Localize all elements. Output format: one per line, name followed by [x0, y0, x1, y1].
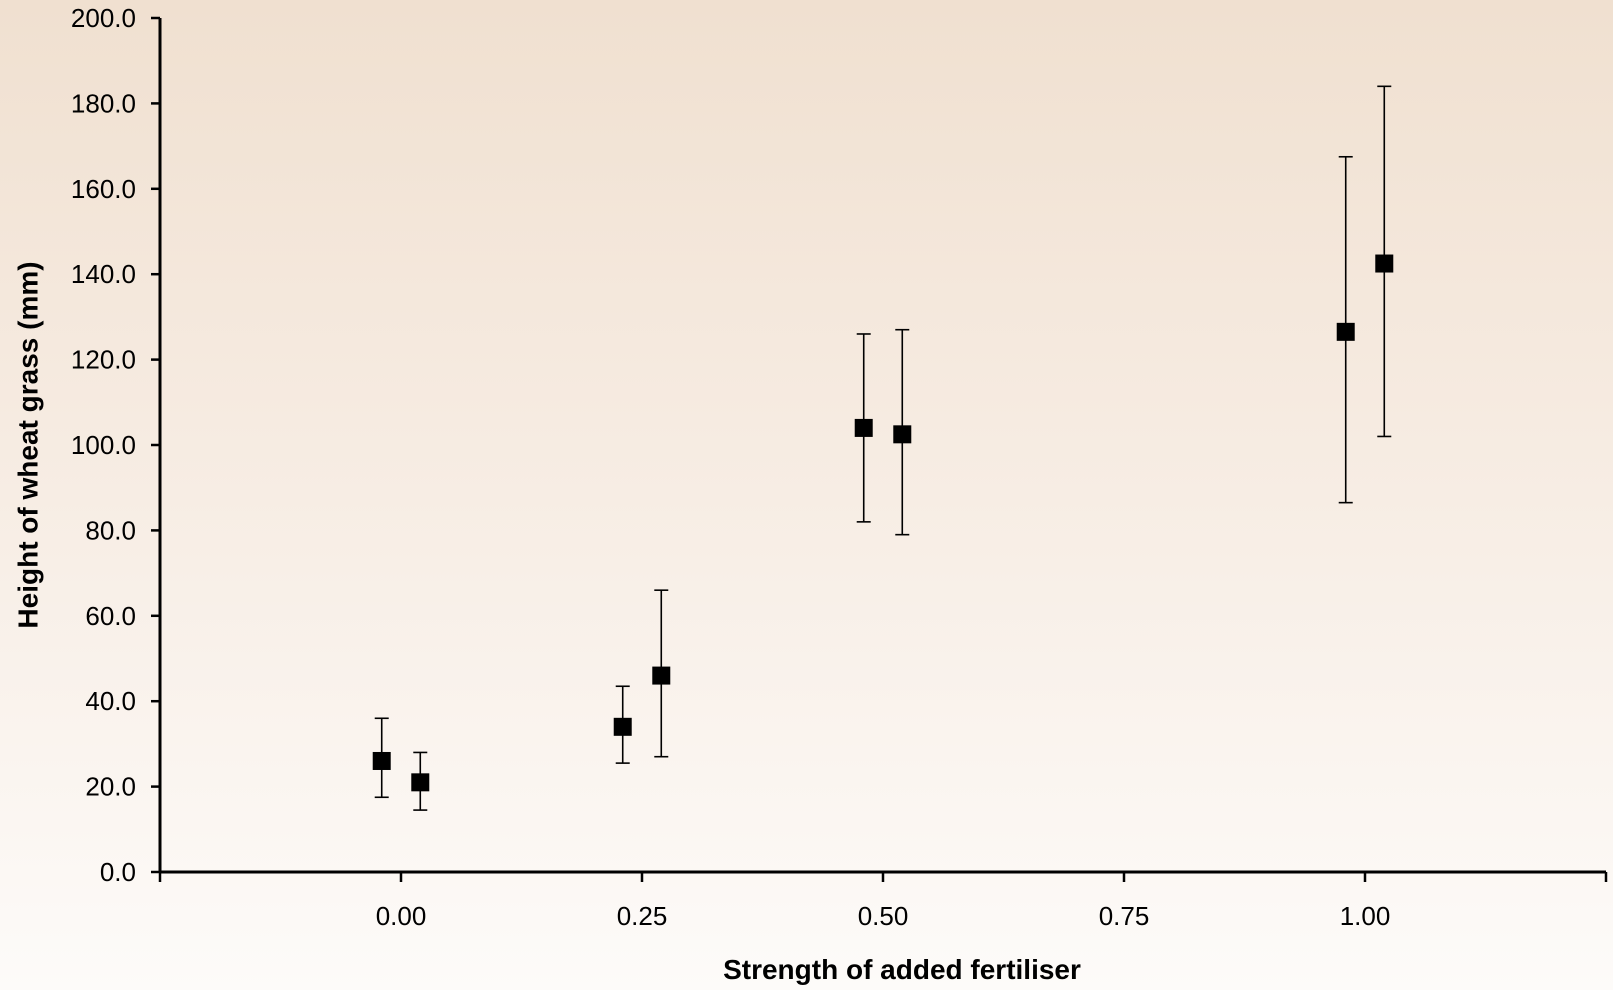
y-tick-label: 160.0	[71, 174, 136, 204]
data-point-marker	[854, 418, 873, 437]
y-tick-label: 180.0	[71, 88, 136, 118]
data-point-marker	[613, 717, 632, 736]
y-tick-label: 80.0	[85, 515, 136, 545]
y-axis-ticks: 0.0 20.0 40.0 60.0 80.0 100.0 120.0 140.0 160.0 1…	[71, 3, 160, 887]
y-tick-label: 20.0	[85, 772, 136, 802]
x-axis-title: Strength of added fertiliser	[723, 954, 1081, 985]
data-point-marker	[1375, 254, 1394, 273]
x-tick-label: 1.00	[1340, 901, 1391, 931]
x-axis-ticks: 0.00 0.25 0.50 0.75 1.00	[158, 872, 1608, 931]
data-points	[372, 254, 1394, 792]
error-bars	[374, 85, 1392, 811]
y-tick-label: 0.0	[100, 857, 136, 887]
y-tick-label: 120.0	[71, 345, 136, 375]
data-point-marker	[652, 666, 671, 685]
y-axis-title: Height of wheat grass (mm)	[12, 261, 43, 628]
x-tick-label: 0.75	[1099, 901, 1150, 931]
y-tick-label: 100.0	[71, 430, 136, 460]
y-tick-label: 140.0	[71, 259, 136, 289]
data-point-marker	[893, 425, 912, 444]
y-tick-label: 200.0	[71, 3, 136, 33]
x-tick-label: 0.25	[617, 901, 668, 931]
data-point-marker	[1336, 322, 1355, 341]
x-tick-label: 0.00	[376, 901, 427, 931]
y-tick-label: 40.0	[85, 686, 136, 716]
data-point-marker	[372, 751, 391, 770]
y-tick-label: 60.0	[85, 601, 136, 631]
x-tick-label: 0.50	[858, 901, 909, 931]
data-point-marker	[411, 773, 430, 792]
